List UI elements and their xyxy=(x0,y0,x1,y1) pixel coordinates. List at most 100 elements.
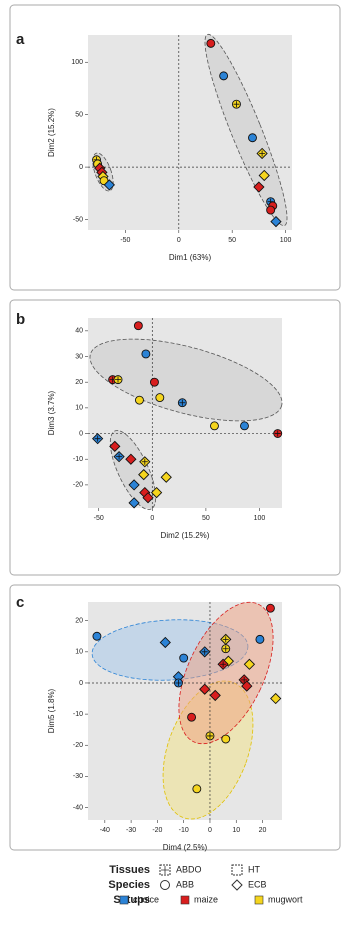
panel-label: b xyxy=(16,311,25,328)
point xyxy=(133,321,143,331)
y-tick-label: 20 xyxy=(75,379,83,386)
legend-label: HT xyxy=(248,864,260,874)
x-tick-label: 20 xyxy=(259,827,267,834)
abdo-cross xyxy=(222,636,229,643)
marker-diamond xyxy=(150,486,163,499)
x-tick-label: 0 xyxy=(177,237,181,244)
panel-label: c xyxy=(16,594,24,611)
point xyxy=(139,456,151,468)
point xyxy=(113,375,123,385)
marker-diamond xyxy=(109,440,121,453)
point xyxy=(243,658,256,670)
y-tick-label: -10 xyxy=(73,456,83,463)
plot-area xyxy=(88,35,292,230)
marker-circle xyxy=(155,393,165,403)
marker-diamond xyxy=(270,215,282,228)
legend-label: mugwort xyxy=(268,894,303,904)
y-tick-label: 10 xyxy=(75,405,83,412)
point xyxy=(205,731,215,741)
point xyxy=(199,683,211,695)
point xyxy=(221,734,231,744)
marker-circle xyxy=(134,395,144,405)
abdo-cross xyxy=(115,376,122,383)
point xyxy=(173,678,183,688)
legend-label: maize xyxy=(194,894,218,904)
marker-diamond xyxy=(160,471,172,483)
marker-circle xyxy=(141,349,151,359)
marker-circle xyxy=(221,734,231,744)
y-tick-label: 0 xyxy=(79,430,83,437)
y-tick-label: -40 xyxy=(73,804,83,811)
legend-label: choice xyxy=(133,894,159,904)
point xyxy=(159,636,171,649)
marker-diamond xyxy=(103,179,115,191)
legend-icon xyxy=(231,879,243,891)
y-axis-label: Dim2 (15.2%) xyxy=(47,108,56,157)
point xyxy=(142,492,154,504)
legend-icon xyxy=(160,880,170,890)
y-tick-label: 30 xyxy=(75,353,83,360)
abdo-cross xyxy=(222,645,229,652)
abdo-cross xyxy=(141,458,148,465)
point xyxy=(232,99,241,109)
point xyxy=(179,653,189,663)
point xyxy=(221,644,231,654)
y-tick-label: 0 xyxy=(79,164,83,171)
point xyxy=(206,38,216,48)
plot-area xyxy=(88,318,282,508)
abdo-cross xyxy=(94,435,101,442)
x-axis-label: Dim2 (15.2%) xyxy=(161,531,210,540)
point xyxy=(109,440,121,453)
point xyxy=(103,179,115,191)
legend-label: ABB xyxy=(176,879,194,889)
marker-circle xyxy=(150,377,159,387)
legend-icon xyxy=(231,864,243,876)
point xyxy=(270,692,282,705)
x-axis-label: Dim4 (2.5%) xyxy=(163,843,208,852)
point xyxy=(253,181,265,193)
x-tick-label: 100 xyxy=(280,237,292,244)
marker-diamond xyxy=(243,658,256,670)
point xyxy=(155,393,165,403)
point xyxy=(248,133,257,143)
point xyxy=(177,398,187,408)
x-tick-label: 0 xyxy=(150,515,154,522)
point xyxy=(199,646,211,658)
marker-diamond xyxy=(253,181,265,193)
marker-diamond xyxy=(159,636,171,649)
y-axis-label: Dim5 (1.8%) xyxy=(47,688,56,733)
abdo-cross xyxy=(206,732,213,739)
y-tick-label: -20 xyxy=(73,742,83,749)
legend-icon xyxy=(161,866,169,874)
point xyxy=(128,497,140,509)
y-tick-label: -30 xyxy=(73,773,83,780)
point xyxy=(138,468,150,481)
marker-circle xyxy=(266,205,276,215)
abdo-cross xyxy=(175,679,182,686)
marker-diamond xyxy=(142,492,154,504)
y-axis-label: Dim3 (3.7%) xyxy=(47,390,56,435)
legend-title: Tissues xyxy=(109,864,150,876)
marker-circle xyxy=(210,421,219,431)
legend-label: ECB xyxy=(248,879,267,889)
x-tick-label: 10 xyxy=(232,827,240,834)
point xyxy=(128,479,140,491)
marker-diamond xyxy=(199,683,211,695)
y-tick-label: -20 xyxy=(73,482,83,489)
abdo-cross xyxy=(259,150,266,157)
confidence-ellipse xyxy=(89,338,283,422)
marker-circle xyxy=(92,631,102,641)
point xyxy=(150,486,163,499)
point xyxy=(265,603,275,613)
legend-swatch xyxy=(119,895,129,905)
x-tick-label: 100 xyxy=(254,515,266,522)
x-tick-label: -40 xyxy=(100,827,110,834)
point xyxy=(125,453,137,465)
y-tick-label: 10 xyxy=(75,649,83,656)
x-tick-label: -20 xyxy=(152,827,162,834)
marker-circle xyxy=(187,712,197,722)
x-tick-label: -30 xyxy=(126,827,136,834)
legend-swatch xyxy=(254,895,264,905)
marker-circle xyxy=(219,71,229,81)
point xyxy=(240,421,249,431)
